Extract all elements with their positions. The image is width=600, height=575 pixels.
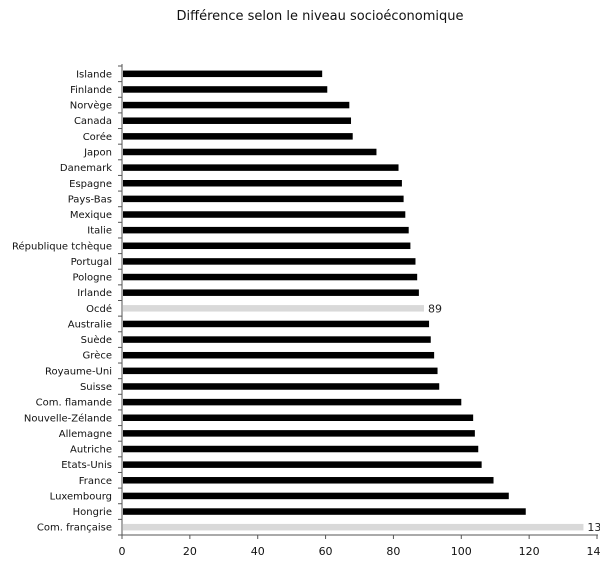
category-label: Canada <box>74 116 112 127</box>
bar-luxembourg <box>123 492 509 500</box>
category-label: Pologne <box>72 273 112 284</box>
category-label: Royaume-Uni <box>45 366 112 377</box>
x-tick-label: 80 <box>386 545 400 558</box>
category-label: Japon <box>83 147 112 158</box>
x-tick-label: 20 <box>183 545 197 558</box>
category-label: Islande <box>76 69 112 80</box>
category-label: Corée <box>83 131 112 143</box>
category-label: Danemark <box>60 163 112 174</box>
x-tick-label: 0 <box>119 545 126 558</box>
bar-suisse <box>123 383 440 390</box>
bar-pays-bas <box>123 195 404 203</box>
bar-com-flamande <box>123 398 462 406</box>
bar-irlande <box>123 289 419 296</box>
category-label: Ocdé <box>86 303 112 315</box>
bar-danemark <box>123 164 399 171</box>
bar-hongrie <box>123 508 526 515</box>
data-label: 136 <box>587 521 600 534</box>
x-tick-label: 140 <box>587 545 600 558</box>
category-label: Suisse <box>80 382 112 393</box>
bar-cor-e <box>123 133 353 140</box>
bar-gr-ce <box>123 351 435 359</box>
bar-portugal <box>123 258 416 265</box>
bar-canada <box>123 117 352 124</box>
category-label: Pays-Bas <box>68 194 112 205</box>
bar-ocd- <box>123 305 424 312</box>
bar-royaume-uni <box>123 367 438 375</box>
category-label: Portugal <box>71 257 112 268</box>
x-tick-label: 40 <box>251 545 265 558</box>
bar-nouvelle-z-lande <box>123 414 474 421</box>
category-label: Finlande <box>70 85 112 96</box>
category-label: Luxembourg <box>50 491 112 502</box>
bar-autriche <box>123 445 479 453</box>
bar-com-fran-aise <box>123 523 584 531</box>
category-label: France <box>79 476 112 487</box>
x-tick-label: 100 <box>451 545 472 558</box>
bar-france <box>123 477 494 484</box>
category-label: Mexique <box>70 210 112 221</box>
category-label: Suède <box>81 334 112 346</box>
bar-espagne <box>123 180 402 187</box>
category-label: Etats-Unis <box>61 460 112 471</box>
category-label: République tchèque <box>12 240 112 252</box>
x-tick-label: 120 <box>519 545 540 558</box>
bar-mexique <box>123 211 406 218</box>
bar-italie <box>123 226 409 234</box>
bar-etats-unis <box>123 461 482 468</box>
bar-r-publique-tch-que <box>123 242 411 250</box>
data-label: 89 <box>428 302 442 315</box>
category-label: Com. française <box>37 523 112 534</box>
category-label: Grèce <box>83 350 112 362</box>
bar-pologne <box>123 273 418 281</box>
category-label: Norvège <box>70 100 112 112</box>
category-label: Nouvelle-Zélande <box>24 412 112 424</box>
bar-islande <box>123 70 323 78</box>
category-label: Italie <box>87 226 112 237</box>
x-tick-label: 60 <box>319 545 333 558</box>
bar-japon <box>123 148 377 156</box>
category-label: Hongrie <box>73 507 112 518</box>
bar-su-de <box>123 336 431 343</box>
bar-allemagne <box>123 430 475 437</box>
category-label: Australie <box>68 319 112 330</box>
category-label: Autriche <box>70 445 112 456</box>
bar-australie <box>123 320 430 328</box>
chart-title: Différence selon le niveau socioéconomiq… <box>176 9 464 24</box>
category-label: Allemagne <box>59 429 112 440</box>
category-label: Espagne <box>69 179 112 190</box>
bar-norv-ge <box>123 101 350 109</box>
category-label: Com. flamande <box>36 398 112 409</box>
category-label: Irlande <box>77 288 112 299</box>
bar-finlande <box>123 86 328 93</box>
